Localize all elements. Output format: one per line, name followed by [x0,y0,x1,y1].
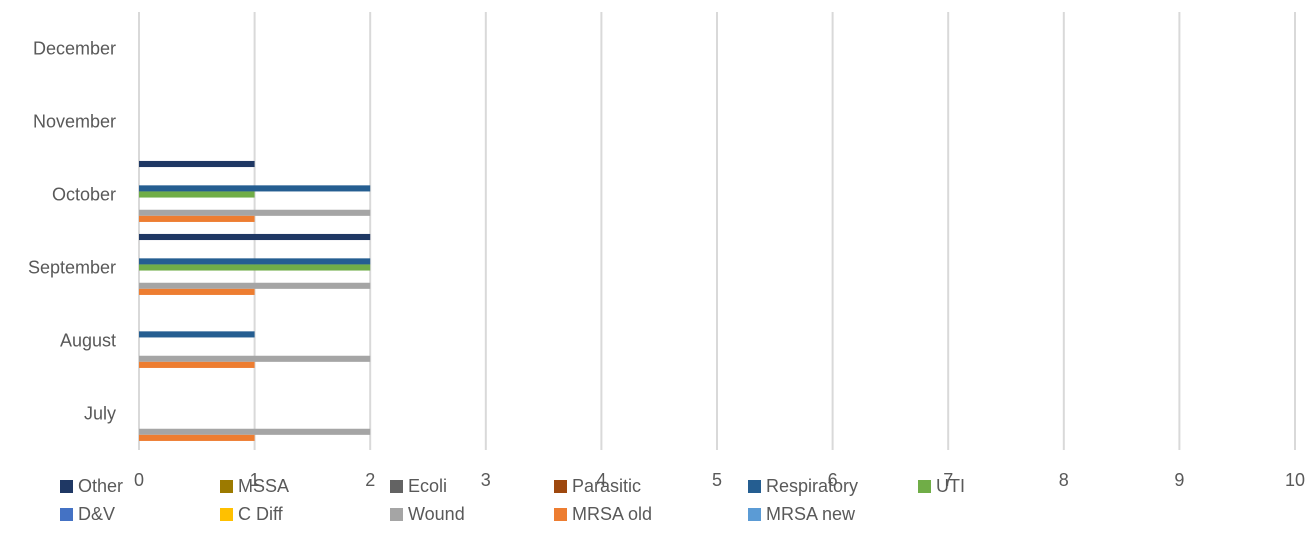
legend-item: Ecoli [390,476,447,497]
legend-item: UTI [918,476,965,497]
legend-label: MSSA [238,476,290,496]
bar-other-september [139,233,371,241]
bar-respiratory-october [139,185,371,192]
bar-mrsa-old-august [139,361,255,368]
y-category-label: November [33,112,116,132]
y-axis-labels: July August September October November Decemb… [28,39,116,424]
x-tick-label: 9 [1174,470,1184,490]
bar-mrsa-old-september [139,288,255,295]
legend-label: Ecoli [408,476,448,496]
legend-item: MRSA new [748,504,855,525]
legend-swatch [554,508,567,521]
legend-swatch [554,480,567,493]
legend-swatch [390,508,403,521]
x-tick-label: 6 [828,470,838,490]
legend-swatch [390,480,403,493]
legend-swatch [60,508,73,521]
legend-label: Wound [408,504,465,524]
legend-item: Other [60,476,123,497]
bar-respiratory-august [139,331,255,338]
legend-label: MRSA new [766,504,856,524]
x-tick-label: 10 [1285,470,1305,490]
legend-label: D&V [78,504,116,524]
y-category-label: July [84,404,116,424]
bar-uti-october [139,191,255,198]
legend-item: Respiratory [748,476,858,497]
legend-swatch [220,480,233,493]
legend-item: MSSA [220,476,289,497]
legend-swatch [60,480,73,493]
legend-swatch [748,480,761,493]
bar-respiratory-september [139,258,371,265]
legend-swatch [748,508,761,521]
legend-item: Wound [390,504,465,525]
x-tick-label: 1 [250,470,260,490]
legend-swatch [220,508,233,521]
legend-swatch [918,480,931,493]
bar-wound-august [139,355,371,362]
legend-item: Parasitic [554,476,641,497]
x-tick-label: 2 [365,470,375,490]
y-category-label: October [52,185,116,205]
bar-wound-september [139,282,371,289]
x-tick-label: 4 [596,470,606,490]
bar-wound-october [139,209,371,216]
legend-label: Respiratory [766,476,859,496]
legend-label: MRSA old [572,504,653,524]
legend-item: D&V [60,504,115,525]
y-category-label: September [28,258,116,278]
bar-mrsa-old-july [139,434,255,441]
y-category-label: August [60,331,116,351]
bar-other-october [139,160,255,168]
gridlines [138,12,1296,450]
legend-label: UTI [936,476,965,496]
x-tick-label: 8 [1059,470,1069,490]
legend-label: Parasitic [572,476,642,496]
legend-label: Other [78,476,124,496]
x-tick-label: 5 [712,470,722,490]
legend-label: C Diff [238,504,283,524]
legend-item: C Diff [220,504,283,525]
bar-uti-september [139,264,371,271]
x-tick-label: 3 [481,470,491,490]
legend-item: MRSA old [554,504,652,525]
bar-wound-july [139,428,371,435]
x-tick-label: 7 [943,470,953,490]
bars [139,160,371,441]
x-tick-label: 0 [134,470,144,490]
bar-mrsa-old-october [139,215,255,222]
y-category-label: December [33,39,116,59]
x-axis-ticks: 0 1 2 3 4 5 6 7 8 9 10 [134,470,1305,490]
